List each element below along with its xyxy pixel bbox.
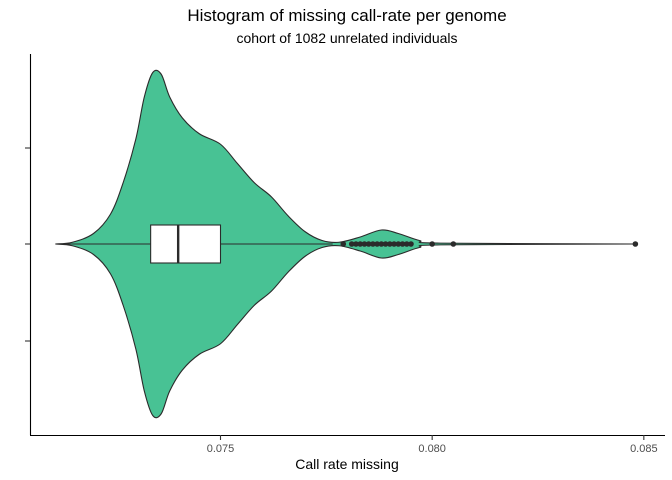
outlier-point — [403, 241, 410, 247]
outlier-point — [361, 241, 368, 247]
outlier-point — [357, 241, 364, 247]
outlier-point — [391, 241, 397, 247]
outlier-point — [378, 241, 385, 247]
outlier-point — [348, 241, 355, 247]
outlier-point — [374, 241, 380, 247]
plot-area — [55, 69, 639, 419]
x-axis-label: Call rate missing — [295, 456, 398, 472]
outlier-point — [387, 241, 393, 247]
x-tick-label: 0.080 — [418, 443, 446, 455]
x-tick-label: 0.075 — [207, 443, 235, 455]
outlier-point — [450, 241, 457, 247]
chart-title: Histogram of missing call-rate per genom… — [187, 6, 506, 25]
outlier-point — [429, 241, 435, 247]
outlier-point — [353, 241, 359, 247]
x-axis-ticks: 0.075 0.080 0.085 — [207, 435, 658, 455]
outlier-point — [632, 241, 639, 247]
outlier-point — [399, 241, 406, 247]
iqr-box — [150, 224, 222, 264]
chart-subtitle: cohort of 1082 unrelated individuals — [236, 30, 457, 46]
y-axis-ticks — [25, 147, 30, 342]
outlier-point — [408, 241, 414, 247]
outlier-point — [370, 241, 376, 247]
outlier-point — [365, 241, 372, 247]
outlier-point — [382, 241, 389, 247]
outlier-point — [340, 241, 347, 247]
x-tick-label: 0.085 — [630, 443, 658, 455]
outlier-point — [395, 241, 402, 247]
